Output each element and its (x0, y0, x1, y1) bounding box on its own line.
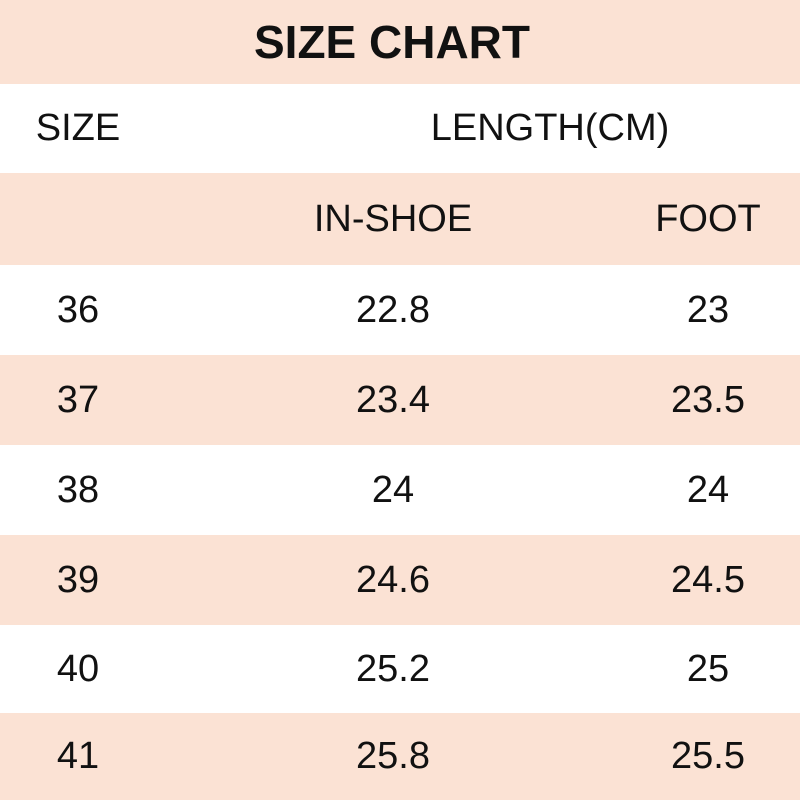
in-shoe-cell: 22.8 (356, 288, 430, 331)
in-shoe-cell: 25.2 (356, 647, 430, 690)
size-cell: 37 (56, 378, 100, 421)
size-cell: 38 (56, 468, 100, 511)
table-row: 40 25.2 25 (0, 625, 800, 713)
foot-header: FOOT (655, 197, 761, 240)
foot-cell: 23 (686, 288, 730, 331)
subheader-row: IN-SHOE FOOT (0, 173, 800, 265)
foot-cell: 24 (686, 468, 730, 511)
foot-cell: 25.5 (671, 735, 745, 777)
title-row: SIZE CHART (0, 0, 800, 84)
length-header: LENGTH(CM) (430, 107, 670, 149)
foot-cell: 24.5 (671, 558, 745, 601)
foot-cell: 23.5 (671, 378, 745, 421)
in-shoe-cell: 24.6 (356, 558, 430, 601)
header-row: SIZE LENGTH(CM) (0, 84, 800, 173)
size-cell: 36 (56, 288, 100, 331)
size-cell: 41 (56, 735, 100, 777)
in-shoe-cell: 23.4 (356, 378, 430, 421)
table-row: 38 24 24 (0, 445, 800, 535)
in-shoe-header: IN-SHOE (313, 197, 473, 240)
table-row: 39 24.6 24.5 (0, 535, 800, 625)
table-row: 41 25.8 25.5 (0, 713, 800, 800)
chart-title: SIZE CHART (254, 16, 530, 68)
table-row: 37 23.4 23.5 (0, 355, 800, 445)
in-shoe-cell: 25.8 (356, 735, 430, 777)
table-row: 36 22.8 23 (0, 265, 800, 355)
size-cell: 40 (56, 647, 100, 690)
size-cell: 39 (56, 558, 100, 601)
in-shoe-cell: 24 (371, 468, 415, 511)
size-header: SIZE (35, 107, 121, 149)
foot-cell: 25 (686, 647, 730, 690)
